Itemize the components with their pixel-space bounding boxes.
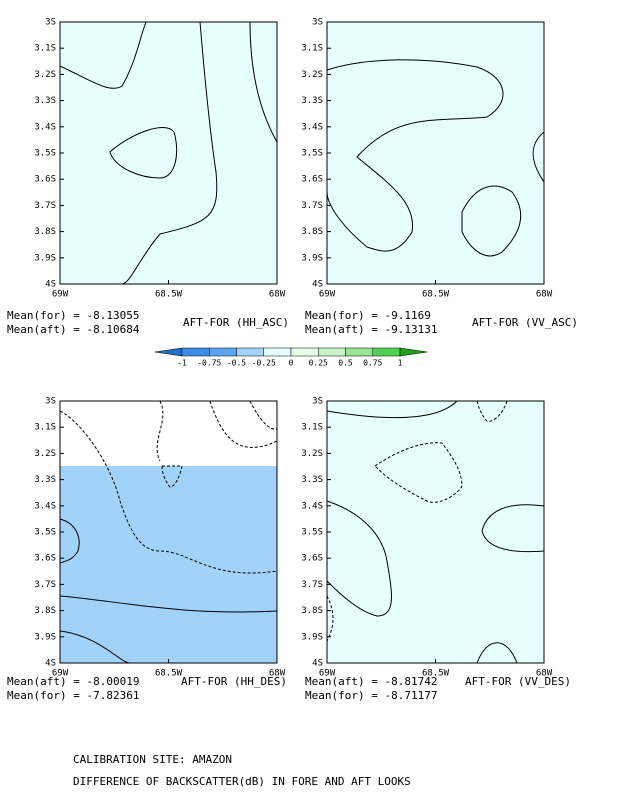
colorbar-label: 1 <box>398 359 403 368</box>
colorbar-label: 0.75 <box>363 359 382 368</box>
y-tick-label: 3.4S <box>301 501 323 511</box>
map-fill <box>59 400 278 664</box>
y-tick-label: 4S <box>312 280 323 290</box>
panel-title: AFT-FOR (HH_ASC) <box>183 316 289 329</box>
mean-stat: Mean(for) = -8.13055 <box>7 309 139 322</box>
x-tick-label: 68W <box>536 669 553 679</box>
x-tick-label: 68W <box>536 290 553 300</box>
mean-stat: Mean(for) = -8.71177 <box>305 689 437 702</box>
x-tick-label: 69W <box>319 669 336 679</box>
y-tick-label: 4S <box>45 280 56 290</box>
y-tick-label: 3.2S <box>34 70 56 80</box>
y-tick-label: 3.3S <box>301 475 323 485</box>
y-tick-label: 3.6S <box>34 175 56 185</box>
y-tick-label: 3.1S <box>301 423 323 433</box>
map-fill <box>59 21 278 285</box>
map-fill <box>326 400 545 664</box>
x-tick-label: 69W <box>52 669 69 679</box>
y-tick-label: 3.1S <box>301 44 323 54</box>
x-tick-label: 68.5W <box>422 669 450 679</box>
y-tick-label: 3.2S <box>301 70 323 80</box>
colorbar-segment <box>181 347 210 357</box>
colorbar-segment <box>209 347 237 357</box>
map-fill <box>326 21 545 285</box>
x-tick-label: 68W <box>269 290 286 300</box>
y-tick-label: 3S <box>312 18 323 28</box>
y-tick-label: 3.8S <box>301 606 323 616</box>
mean-stat: Mean(aft) = -8.81742 <box>305 675 437 688</box>
x-tick-label: 68.5W <box>422 290 450 300</box>
panel-title: AFT-FOR (VV_DES) <box>465 675 571 688</box>
x-tick-label: 68W <box>269 669 286 679</box>
panel-title: AFT-FOR (HH_DES) <box>181 675 287 688</box>
colorbar-label: -1 <box>177 359 187 368</box>
x-tick-label: 69W <box>319 290 336 300</box>
y-tick-label: 3S <box>45 18 56 28</box>
y-tick-label: 3.5S <box>34 149 56 159</box>
y-tick-label: 3.7S <box>34 580 56 590</box>
y-tick-label: 3.4S <box>34 122 56 132</box>
y-tick-label: 3.9S <box>34 632 56 642</box>
footer-line: DIFFERENCE OF BACKSCATTER(dB) IN FORE AN… <box>73 775 411 788</box>
mean-stat: Mean(aft) = -8.00019 <box>7 675 139 688</box>
y-tick-label: 3.6S <box>301 554 323 564</box>
y-tick-label: 3.7S <box>301 201 323 211</box>
colorbar-segment <box>345 347 373 357</box>
y-tick-label: 3.2S <box>34 449 56 459</box>
y-tick-label: 3.3S <box>301 96 323 106</box>
mean-stat: Mean(aft) = -8.10684 <box>7 323 140 336</box>
y-tick-label: 3.9S <box>34 253 56 263</box>
y-tick-label: 3.5S <box>301 149 323 159</box>
colorbar-segment <box>318 347 346 357</box>
y-tick-label: 3.9S <box>301 253 323 263</box>
colorbar-label: -0.75 <box>197 359 221 368</box>
y-tick-label: 3S <box>45 397 56 407</box>
colorbar-label: -0.25 <box>252 359 276 368</box>
y-tick-label: 3.3S <box>34 475 56 485</box>
y-tick-label: 3.2S <box>301 449 323 459</box>
y-tick-label: 3.7S <box>301 580 323 590</box>
colorbar-end <box>154 347 183 357</box>
y-tick-label: 3.8S <box>34 227 56 237</box>
y-tick-label: 3.5S <box>301 528 323 538</box>
colorbar-label: 0 <box>289 359 294 368</box>
y-tick-label: 3.3S <box>34 96 56 106</box>
mean-stat: Mean(aft) = -9.13131 <box>305 323 437 336</box>
colorbar-segment <box>236 347 264 357</box>
panel-title: AFT-FOR (VV_ASC) <box>472 316 578 329</box>
y-tick-label: 3.1S <box>34 423 56 433</box>
y-tick-label: 3.5S <box>34 528 56 538</box>
y-tick-label: 3S <box>312 397 323 407</box>
x-tick-label: 68.5W <box>155 669 183 679</box>
y-tick-label: 3.1S <box>34 44 56 54</box>
y-tick-label: 3.4S <box>34 501 56 511</box>
x-tick-label: 68.5W <box>155 290 183 300</box>
y-tick-label: 3.8S <box>301 227 323 237</box>
colorbar-segment <box>263 347 292 357</box>
y-tick-label: 3.6S <box>34 554 56 564</box>
y-tick-label: 3.9S <box>301 632 323 642</box>
footer-line: CALIBRATION SITE: AMAZON <box>73 753 232 766</box>
mean-stat: Mean(for) = -9.1169 <box>305 309 431 322</box>
y-tick-label: 3.6S <box>301 175 323 185</box>
y-tick-label: 4S <box>45 659 56 669</box>
colorbar-segment <box>372 347 401 357</box>
y-tick-label: 3.8S <box>34 606 56 616</box>
colorbar-label: 0.5 <box>338 359 353 368</box>
y-tick-label: 3.7S <box>34 201 56 211</box>
x-tick-label: 69W <box>52 290 69 300</box>
y-tick-label: 3.4S <box>301 122 323 132</box>
colorbar-label: -0.5 <box>227 359 246 368</box>
colorbar-segment <box>290 347 319 357</box>
mean-stat: Mean(for) = -7.82361 <box>7 689 139 702</box>
colorbar-end <box>399 347 428 357</box>
y-tick-label: 4S <box>312 659 323 669</box>
colorbar-label: 0.25 <box>309 359 328 368</box>
